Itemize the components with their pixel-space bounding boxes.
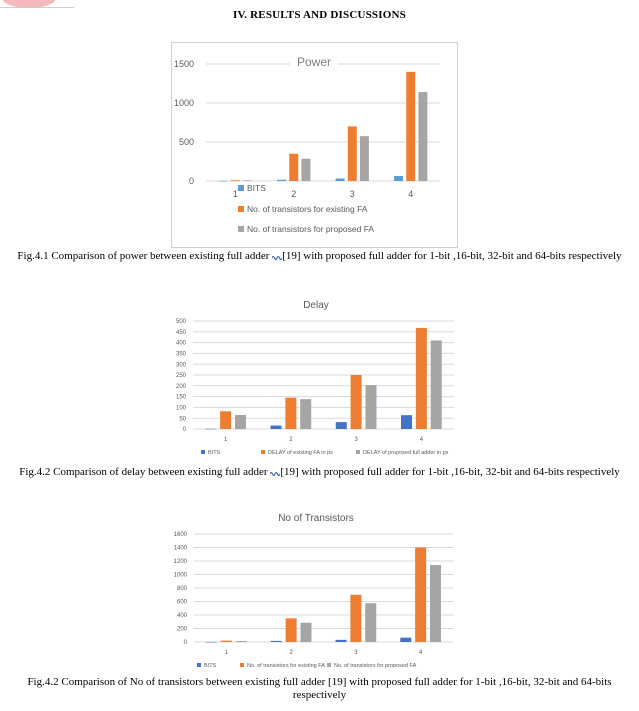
fig3-caption: Fig.4.2 Comparison of No of transistors … — [27, 676, 612, 701]
y-tick-label: 200 — [176, 384, 187, 390]
legend-swatch — [240, 663, 244, 667]
legend-swatch — [197, 663, 201, 667]
bar-proposed — [300, 399, 312, 429]
chart-title: No of Transistors — [278, 513, 354, 524]
y-tick-label: 50 — [179, 416, 186, 422]
y-tick-label: 500 — [176, 319, 187, 325]
fig1-caption: Fig.4.1 Comparison of power between exis… — [10, 250, 629, 263]
x-category-label: 2 — [289, 437, 293, 443]
spellcheck-squiggle-icon — [272, 256, 283, 260]
bar-bits — [400, 637, 412, 642]
legend-entry: DELAY of proposed full adder in ps — [363, 450, 449, 456]
bar-proposed — [300, 622, 312, 642]
y-tick-label: 800 — [177, 586, 188, 592]
bar-existing — [415, 327, 427, 429]
header-rule — [0, 7, 74, 8]
bar-bits — [335, 639, 347, 642]
spellcheck-squiggle-icon — [270, 472, 281, 476]
x-category-label: 2 — [289, 650, 293, 656]
bar-existing — [220, 640, 232, 642]
bar-proposed — [365, 385, 377, 429]
y-tick-label: 150 — [176, 395, 187, 401]
y-tick-label: 400 — [177, 613, 188, 619]
y-tick-label: 350 — [176, 352, 187, 358]
y-tick-label: 600 — [177, 600, 188, 606]
y-tick-label: 400 — [176, 341, 187, 347]
y-tick-label: 450 — [176, 330, 187, 336]
y-tick-label: 100 — [176, 406, 187, 412]
x-category-label: 4 — [420, 437, 424, 443]
y-tick-label: 300 — [176, 362, 187, 368]
bar-bits — [270, 640, 282, 642]
bar-existing — [350, 375, 362, 429]
y-tick-label: 1000 — [174, 573, 188, 579]
x-category-label: 3 — [354, 437, 358, 443]
legend-swatch — [201, 450, 205, 454]
bar-existing — [415, 547, 427, 642]
legend-entry: No. of transistors for proposed FA — [334, 663, 417, 669]
y-tick-label: 0 — [183, 427, 187, 433]
y-tick-label: 1200 — [174, 559, 188, 565]
bar-proposed — [365, 603, 377, 642]
bar-existing — [285, 397, 297, 429]
bar-existing — [220, 411, 232, 429]
x-category-label: 4 — [419, 650, 423, 656]
bar-proposed — [234, 414, 246, 429]
bar-existing — [285, 618, 297, 642]
x-category-label: 1 — [224, 437, 228, 443]
fig2-caption: Fig.4.2 Comparison of delay between exis… — [10, 466, 629, 479]
legend-swatch — [356, 450, 360, 454]
y-tick-label: 1400 — [174, 546, 188, 552]
legend-entry: No. of transistors for existing FA — [247, 663, 325, 669]
bar-existing — [350, 594, 362, 642]
chart-title: Delay — [303, 300, 329, 311]
legend-entry: BITS — [208, 450, 221, 456]
bar-proposed — [429, 565, 441, 642]
fig1-caption-text: Fig.4.1 Comparison of power between exis… — [17, 250, 273, 262]
section-heading: IV. RESULTS AND DISCUSSIONS — [233, 9, 406, 21]
fig2-caption-text: Fig.4.2 Comparison of delay between exis… — [19, 466, 271, 478]
fig2-caption-rest: [19] with proposed full adder for 1-bit … — [280, 466, 620, 478]
bar-bits — [335, 422, 347, 429]
legend-swatch — [327, 663, 331, 667]
bar-bits — [270, 425, 282, 429]
legend-swatch — [261, 450, 265, 454]
x-category-label: 3 — [354, 650, 358, 656]
bar-bits — [206, 641, 218, 643]
y-tick-label: 200 — [177, 627, 188, 633]
y-tick-label: 250 — [176, 373, 187, 379]
y-tick-label: 0 — [184, 640, 188, 646]
fig1-caption-rest: [19] with proposed full adder for 1-bit … — [282, 250, 622, 262]
bar-bits — [401, 415, 413, 429]
bar-proposed — [235, 640, 247, 642]
y-tick-label: 1600 — [174, 532, 188, 538]
legend-entry: DELAY of existing FA in ps — [268, 450, 333, 456]
bar-bits — [205, 428, 217, 430]
x-category-label: 1 — [225, 650, 229, 656]
power-chart-frame — [171, 42, 458, 248]
legend-entry: BITS — [204, 663, 217, 669]
bar-proposed — [430, 340, 442, 429]
logo-mark — [2, 0, 56, 8]
